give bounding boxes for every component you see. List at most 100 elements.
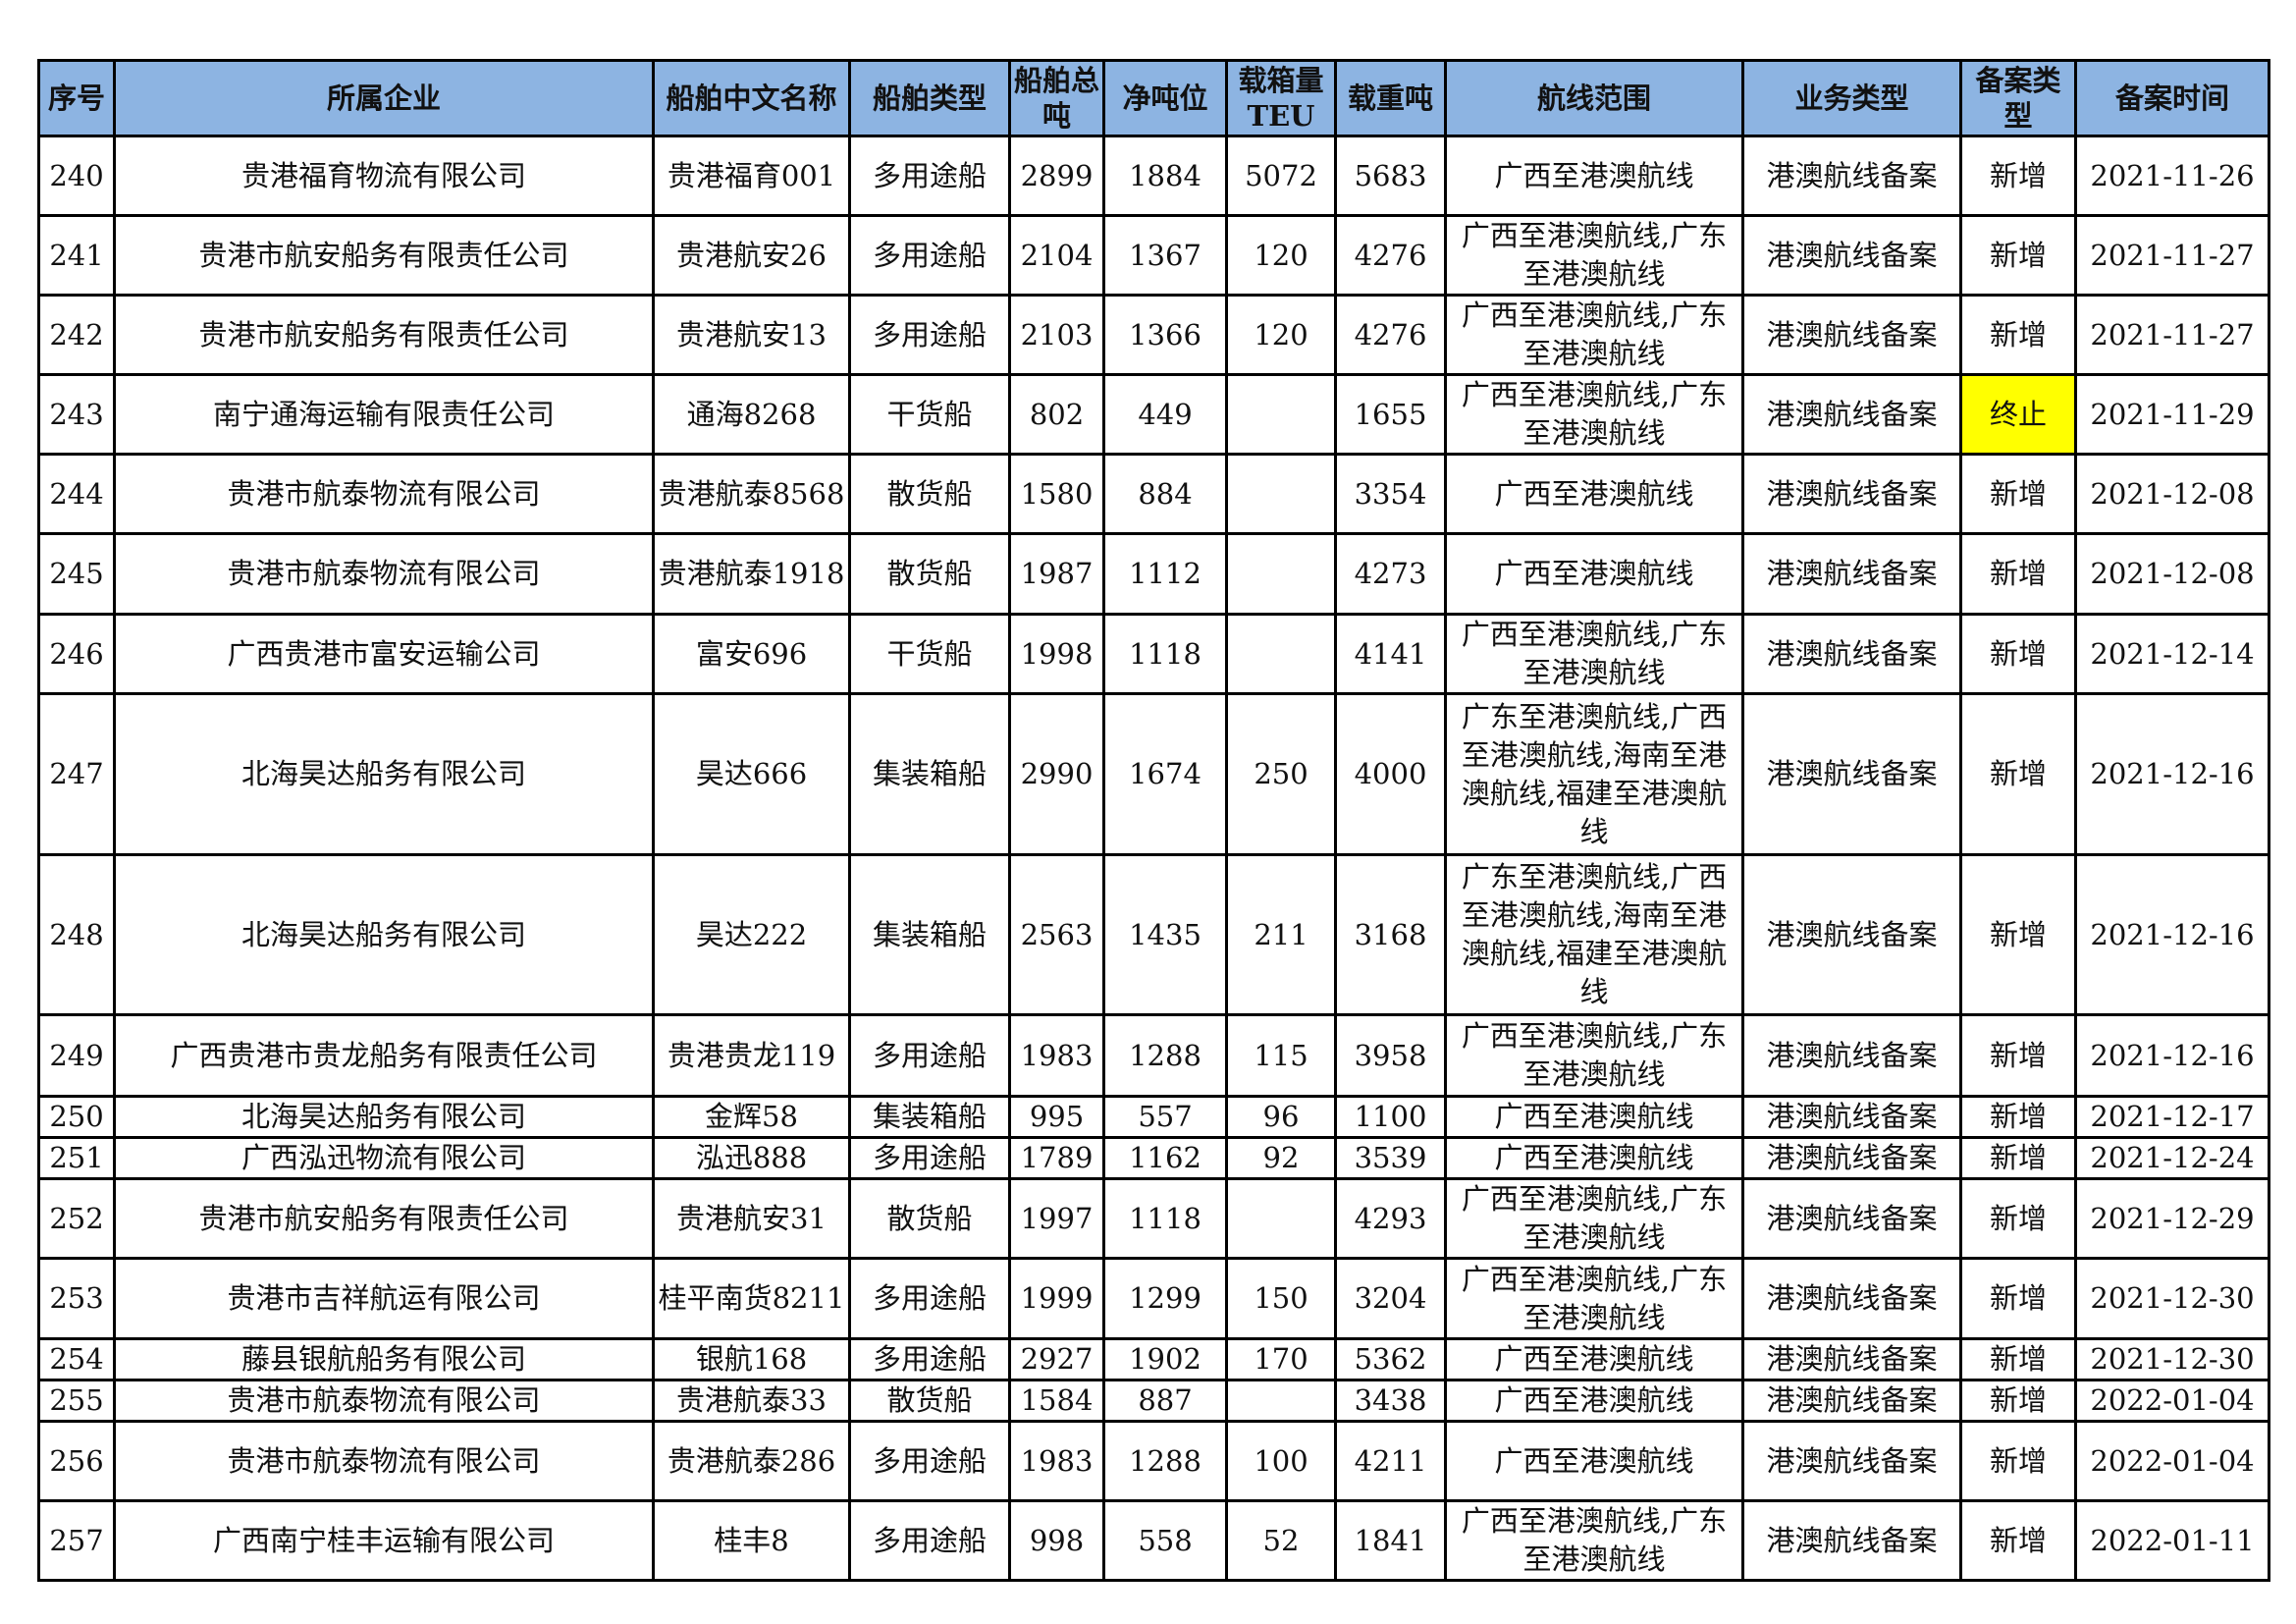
header-ship-name: 船舶中文名称 [652,59,851,137]
cell-filing-date: 2021-12-30 [2074,1337,2270,1381]
cell-filing-type: 新增 [1959,1499,2077,1582]
cell-business-type: 港澳航线备案 [1741,1136,1962,1180]
cell-filing-type: 新增 [1959,1177,2077,1260]
cell-teu-capacity: 150 [1225,1257,1337,1340]
cell-deadweight: 4276 [1334,294,1447,376]
cell-filing-date: 2021-12-24 [2074,1136,2270,1180]
cell-filing-date: 2022-01-11 [2074,1499,2270,1582]
cell-filing-date: 2021-11-27 [2074,214,2270,297]
cell-gross-tonnage: 802 [1008,373,1105,456]
cell-filing-date: 2021-12-29 [2074,1177,2270,1260]
cell-teu-capacity: 96 [1225,1095,1337,1139]
cell-gross-tonnage: 1580 [1008,453,1105,535]
cell-net-tonnage: 1902 [1102,1337,1228,1381]
cell-ship-name: 贵港航泰1918 [652,532,851,616]
table-row: 248 北海昊达船务有限公司 昊达222 集装箱船 2563 1435 211 3168 广东至… [37,853,2270,1016]
table-row: 246 广西贵港市富安运输公司 富安696 干货船 1998 1118 4141 广西至港澳航… [37,613,2270,695]
cell-net-tonnage: 1118 [1102,613,1228,695]
cell-gross-tonnage: 1998 [1008,613,1105,695]
cell-teu-capacity: 100 [1225,1420,1337,1502]
header-route-scope: 航线范围 [1444,59,1744,137]
cell-filing-date: 2021-12-16 [2074,1013,2270,1098]
cell-business-type: 港澳航线备案 [1741,1013,1962,1098]
cell-ship-type: 多用途船 [848,135,1011,217]
cell-deadweight: 3539 [1334,1136,1447,1180]
cell-deadweight: 5683 [1334,135,1447,217]
cell-ship-type: 多用途船 [848,294,1011,376]
cell-business-type: 港澳航线备案 [1741,1177,1962,1260]
table-row: 247 北海昊达船务有限公司 昊达666 集装箱船 2990 1674 250 4000 广东至… [37,692,2270,856]
cell-business-type: 港澳航线备案 [1741,294,1962,376]
cell-ship-name: 贵港航泰286 [652,1420,851,1502]
cell-filing-type: 新增 [1959,1013,2077,1098]
cell-teu-capacity: 120 [1225,294,1337,376]
cell-company: 广西贵港市贵龙船务有限责任公司 [113,1013,655,1098]
cell-ship-type: 多用途船 [848,1013,1011,1098]
cell-filing-type: 新增 [1959,613,2077,695]
cell-ship-type: 多用途船 [848,1499,1011,1582]
cell-route-scope: 广西至港澳航线,广东至港澳航线 [1444,214,1744,297]
cell-seq-no: 257 [37,1499,116,1582]
cell-filing-date: 2021-11-27 [2074,294,2270,376]
table-row: 252 贵港市航安船务有限责任公司 贵港航安31 散货船 1997 1118 4293 广西至… [37,1177,2270,1260]
cell-company: 藤县银航船务有限公司 [113,1337,655,1381]
cell-net-tonnage: 1299 [1102,1257,1228,1340]
cell-filing-date: 2021-12-30 [2074,1257,2270,1340]
cell-company: 广西泓迅物流有限公司 [113,1136,655,1180]
table-row: 242 贵港市航安船务有限责任公司 贵港航安13 多用途船 2103 1366 120 427… [37,294,2270,376]
table-row: 251 广西泓迅物流有限公司 泓迅888 多用途船 1789 1162 92 3539 广西至港… [37,1136,2270,1180]
cell-route-scope: 广西至港澳航线,广东至港澳航线 [1444,613,1744,695]
vessel-filing-table: 序号 所属企业 船舶中文名称 船舶类型 船舶总吨 净吨位 载箱量TEU 载重吨 航线范围 业务类型… [37,59,2270,1582]
cell-deadweight: 3354 [1334,453,1447,535]
cell-deadweight: 5362 [1334,1337,1447,1381]
cell-route-scope: 广西至港澳航线 [1444,1420,1744,1502]
cell-teu-capacity: 92 [1225,1136,1337,1180]
cell-route-scope: 广西至港澳航线,广东至港澳航线 [1444,1013,1744,1098]
cell-ship-name: 贵港福育001 [652,135,851,217]
cell-seq-no: 245 [37,532,116,616]
cell-deadweight: 1100 [1334,1095,1447,1139]
cell-filing-date: 2021-12-17 [2074,1095,2270,1139]
cell-filing-type: 新增 [1959,1257,2077,1340]
cell-company: 贵港福育物流有限公司 [113,135,655,217]
cell-filing-type: 新增 [1959,1379,2077,1423]
cell-seq-no: 251 [37,1136,116,1180]
cell-gross-tonnage: 2990 [1008,692,1105,856]
cell-business-type: 港澳航线备案 [1741,1095,1962,1139]
cell-seq-no: 240 [37,135,116,217]
table-row: 250 北海昊达船务有限公司 金辉58 集装箱船 995 557 96 1100 广西至港澳航线… [37,1095,2270,1139]
cell-net-tonnage: 1435 [1102,853,1228,1016]
cell-teu-capacity: 170 [1225,1337,1337,1381]
cell-ship-name: 金辉58 [652,1095,851,1139]
cell-ship-type: 多用途船 [848,1337,1011,1381]
cell-gross-tonnage: 2104 [1008,214,1105,297]
cell-filing-type: 终止 [1959,373,2077,456]
cell-route-scope: 广东至港澳航线,广西至港澳航线,海南至港澳航线,福建至港澳航线 [1444,853,1744,1016]
cell-deadweight: 1841 [1334,1499,1447,1582]
cell-teu-capacity: 5072 [1225,135,1337,217]
cell-business-type: 港澳航线备案 [1741,1337,1962,1381]
cell-gross-tonnage: 1999 [1008,1257,1105,1340]
cell-gross-tonnage: 1983 [1008,1420,1105,1502]
cell-ship-name: 贵港航安31 [652,1177,851,1260]
cell-filing-type: 新增 [1959,853,2077,1016]
header-deadweight: 载重吨 [1334,59,1447,137]
cell-business-type: 港澳航线备案 [1741,613,1962,695]
cell-business-type: 港澳航线备案 [1741,214,1962,297]
cell-route-scope: 广西至港澳航线,广东至港澳航线 [1444,1177,1744,1260]
cell-gross-tonnage: 2563 [1008,853,1105,1016]
cell-gross-tonnage: 1584 [1008,1379,1105,1423]
cell-route-scope: 广西至港澳航线 [1444,1379,1744,1423]
cell-route-scope: 广西至港澳航线,广东至港澳航线 [1444,1257,1744,1340]
cell-teu-capacity: 250 [1225,692,1337,856]
cell-ship-type: 多用途船 [848,214,1011,297]
cell-ship-type: 集装箱船 [848,692,1011,856]
cell-gross-tonnage: 998 [1008,1499,1105,1582]
cell-ship-type: 散货船 [848,1379,1011,1423]
cell-ship-name: 泓迅888 [652,1136,851,1180]
cell-deadweight: 4141 [1334,613,1447,695]
cell-seq-no: 248 [37,853,116,1016]
cell-business-type: 港澳航线备案 [1741,453,1962,535]
cell-seq-no: 253 [37,1257,116,1340]
cell-business-type: 港澳航线备案 [1741,1257,1962,1340]
